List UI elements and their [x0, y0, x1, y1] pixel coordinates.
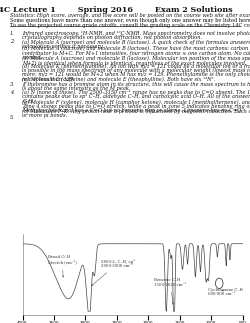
Text: To see the projected course grade cutoffs, consult the grading scale on the Chem: To see the projected course grade cutoff…	[10, 23, 250, 27]
Text: M+2) is identical when formula is identical, regardless of the exact molecules i: M+2) is identical when formula is identi…	[22, 61, 247, 66]
Text: (b) Molecule A (sucrose) and molecule B (lactose). These have the most carbons; : (b) Molecule A (sucrose) and molecule B …	[22, 46, 250, 51]
Text: (b) Molecule F (xylene), molecule H (camphor ketone), molecule I (menthol/terpen: (b) Molecule F (xylene), molecule H (cam…	[22, 99, 250, 105]
Text: 2.: 2.	[10, 39, 15, 44]
Text: (c) Molecule A (sucrose) and molecule B (lactose). Molecular ion position of the: (c) Molecule A (sucrose) and molecule B …	[22, 56, 250, 61]
Text: 5.: 5.	[10, 115, 15, 120]
Text: 1.: 1.	[10, 31, 15, 36]
Text: m/z of less than 129.: m/z of less than 129.	[22, 77, 75, 82]
Text: calculation verifies if necessary.: calculation verifies if necessary.	[22, 44, 104, 49]
Text: 2800-2₂ C–H, sp³
2900-3000 cm⁻¹: 2800-2₂ C–H, sp³ 2900-3000 cm⁻¹	[92, 259, 135, 286]
Text: contributor to M+C. For M+1 intensities, four nitrogen atoms ≈ one carbon atom. : contributor to M+C. For M+1 intensities,…	[22, 50, 250, 56]
Text: Statistics: High score, average, and low score will be posted on the course web : Statistics: High score, average, and low…	[10, 13, 250, 18]
Text: more: m/z = 121 would be M+2 when M has m/z = 129. Phenethylamine is the only ch: more: m/z = 121 would be M+2 when M has …	[22, 72, 250, 77]
Text: Chem 14C Lecture 1        Spring 2016        Exam 2 Solutions        Page 1: Chem 14C Lecture 1 Spring 2016 Exam 2 So…	[0, 6, 250, 15]
Text: (d) Molecule K (phenethylamine). An ion with m/z = 121 could be a molecular ion : (d) Molecule K (phenethylamine). An ion …	[22, 64, 250, 69]
Text: (e) Molecule C (caffeine) and molecule E (theophylline). Both have six ¹⁴N².: (e) Molecule C (caffeine) and molecule E…	[22, 77, 216, 82]
Text: Infrared spectroscopy, ¹H-NMR, and ¹³C-NMR. Mass spectrometry does not involve p: Infrared spectroscopy, ¹H-NMR, and ¹³C-N…	[22, 31, 250, 36]
Text: is about the same intensity as the M peak.: is about the same intensity as the M pea…	[22, 86, 131, 91]
Text: crystallography depends on photon diffraction, not photon absorption.: crystallography depends on photon diffra…	[22, 35, 203, 40]
Text: Benzene C–H
1500-1620 cm⁻¹: Benzene C–H 1500-1620 cm⁻¹	[154, 278, 186, 304]
Text: is possible in the mass spectrum of any molecule with a molecular weight (lowest: is possible in the mass spectrum of any …	[22, 68, 250, 73]
Text: 4.: 4.	[10, 90, 15, 95]
Text: or more pi bonds.: or more pi bonds.	[22, 113, 68, 118]
Text: Methylcyclohexanol has a C=O but no benzene ring or alkene. Limonene has no C=O.: Methylcyclohexanol has a C=O but no benz…	[22, 108, 243, 113]
Text: contains peaks due to sp³ C–H, aldehyde C–H, and carboxylic acid O–H. All of the: contains peaks due to sp³ C–H, aldehyde …	[22, 94, 250, 99]
Text: C–H.: C–H.	[22, 99, 35, 103]
Text: (a) N (none of these). The 2500–3150 cm⁻¹ range has no peaks due to C=O absent. : (a) N (none of these). The 2500–3150 cm⁻…	[22, 90, 250, 95]
Text: Broad O–H
Stretch (cm⁻¹): Broad O–H Stretch (cm⁻¹)	[48, 255, 76, 277]
Text: Cyclohexane C–H
600-900 cm⁻¹: Cyclohexane C–H 600-900 cm⁻¹	[208, 287, 243, 296]
Text: (c) Molecules F–K. Any proton near a pi bond is influenced by magnetic induction: (c) Molecules F–K. Any proton near a pi …	[22, 109, 250, 114]
Text: (a) Molecule A (sucrose) and molecule B (lactose). A quick check of the formulas: (a) Molecule A (sucrose) and molecule B …	[22, 39, 250, 45]
Text: 3.: 3.	[10, 82, 15, 87]
Text: If thebromine has a bromine atom in its structure, this will cause the mass spec: If thebromine has a bromine atom in its …	[22, 82, 250, 87]
Text: Zone 4 shows peaks due to C=O stretch, while a peak in zone 5 indicates benzene : Zone 4 shows peaks due to C=O stretch, w…	[22, 104, 250, 109]
Text: Some questions have more than one answer, even though only one answer may be lis: Some questions have more than one answer…	[10, 18, 250, 23]
Text: needed.: needed.	[22, 55, 43, 60]
